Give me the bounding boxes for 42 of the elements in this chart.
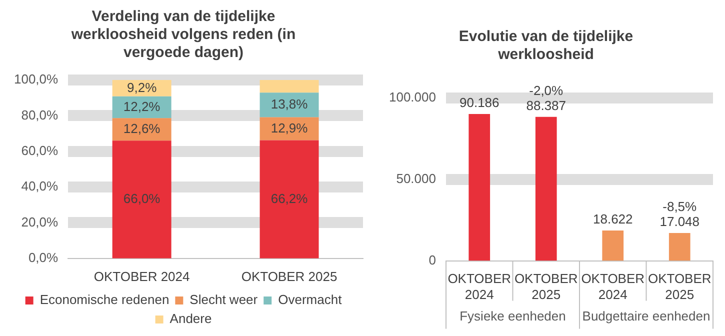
data-label: 18.622	[592, 212, 633, 227]
y-tick-label: 40,0%	[21, 178, 59, 194]
legend-label: Slecht weer	[190, 292, 258, 308]
y-tick-label: 0	[428, 252, 436, 268]
bar	[668, 233, 690, 261]
data-label: 9,2%	[127, 80, 158, 95]
data-label: 12,2%	[123, 98, 161, 114]
data-label: 13,8%	[270, 96, 308, 112]
y-tick-label: 50.000	[396, 170, 436, 186]
data-label: 12,9%	[270, 120, 308, 136]
bar	[260, 80, 319, 93]
y-tick-label: 0,0%	[28, 250, 59, 265]
y-tick-label: 60,0%	[21, 142, 59, 158]
chart-title: Evolutie van de tijdelijke werkloosheid	[458, 28, 634, 64]
text: Budgettaire eenheden	[582, 308, 710, 324]
text: Fysieke eenheden	[460, 308, 566, 324]
data-label: 66,0%	[123, 191, 161, 206]
x-tick-label: OKTOBER 2024	[581, 271, 645, 302]
x-tick-label: OKTOBER 2024	[448, 271, 512, 302]
data-label: -2,0% 88.387	[526, 82, 566, 113]
data-label: 12,6%	[123, 120, 161, 136]
bar	[602, 230, 624, 261]
data-label: 66,2%	[270, 190, 308, 206]
data-label: 90.186	[459, 95, 500, 110]
bar	[535, 116, 557, 261]
y-tick-label: 20,0%	[21, 214, 59, 230]
x-tick-label: OKTOBER 2025	[241, 268, 338, 284]
legend-label: Andere	[170, 311, 212, 326]
y-tick-label: 100,0%	[14, 72, 59, 87]
x-tick-label: OKTOBER 2024	[94, 268, 190, 284]
data-label: -8,5% 17.048	[660, 199, 700, 230]
bar	[260, 92, 319, 118]
bar	[112, 140, 172, 258]
y-tick-label: 80,0%	[21, 107, 59, 122]
legend-label: Overmacht	[278, 292, 342, 308]
x-tick-label: OKTOBER 2025	[514, 271, 578, 302]
bar	[468, 114, 490, 261]
chart-title: Verdeling van de tijdelijke werkloosheid volgens reden (in vergoede dagen)	[70, 8, 296, 62]
bar	[260, 140, 319, 258]
y-tick-label: 100.000	[388, 90, 436, 105]
x-tick-label: OKTOBER 2025	[648, 271, 712, 302]
legend-label: Economische redenen	[40, 292, 170, 308]
